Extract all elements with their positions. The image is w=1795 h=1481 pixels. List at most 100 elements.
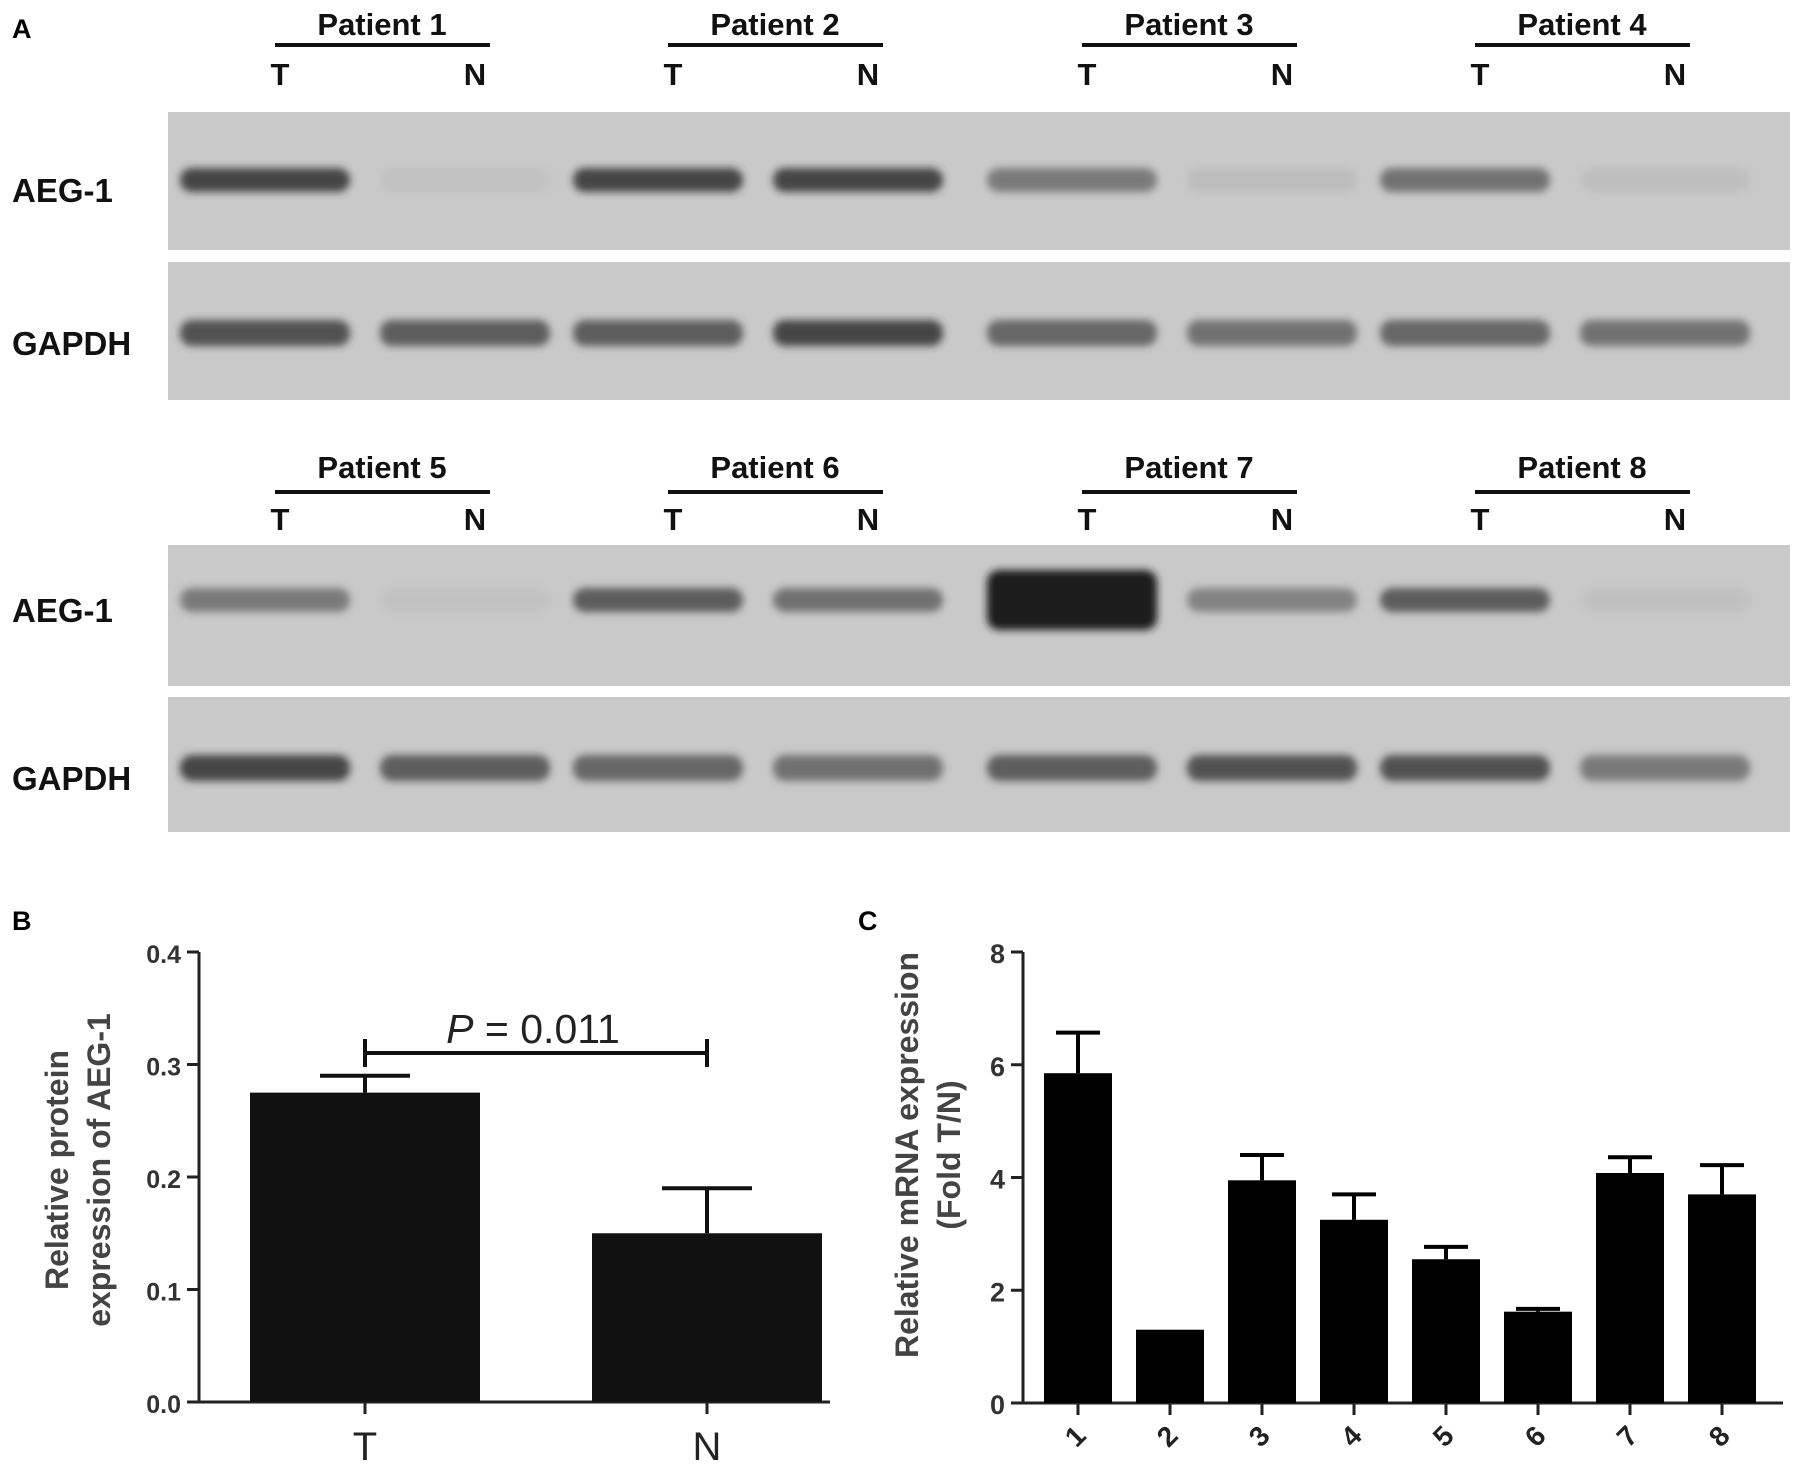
lane-label: T: [1471, 502, 1490, 537]
gapdh-band: [987, 755, 1157, 781]
patient-label: Patient 1: [317, 7, 446, 42]
mrna-expression-chart: Relative mRNA expression (Fold T/N) 0 2 4 6…: [889, 939, 1783, 1453]
y-tick-label: 0.1: [146, 1279, 181, 1307]
lane-label: T: [271, 502, 290, 537]
blot-strip-aeg-1: [168, 545, 1790, 686]
lane-label: T: [1078, 57, 1097, 92]
gapdh-band: [987, 320, 1157, 346]
gapdh-band: [773, 755, 943, 781]
bar-n: [592, 1233, 822, 1402]
gapdh-band: [573, 755, 743, 781]
aeg1-band: [1380, 588, 1550, 612]
aeg1-band: [987, 168, 1157, 192]
aeg1-band: [180, 588, 350, 612]
aeg1-band: [573, 168, 743, 192]
protein-chart-y-axis-label-line-1: Relative protein: [39, 1050, 75, 1290]
bar-6: [1504, 1311, 1572, 1403]
patient-label: Patient 7: [1124, 450, 1253, 485]
bar-t: [250, 1092, 480, 1402]
aeg1-band: [573, 588, 743, 612]
gapdh-band: [380, 320, 550, 346]
gapdh-band: [773, 320, 943, 346]
y-tick-label: 0.3: [146, 1054, 181, 1082]
protein-chart-y-axis-label-line-2: expression of AEG-1: [81, 1013, 117, 1327]
y-tick-label: 0.4: [146, 941, 181, 969]
gapdh-band: [1187, 320, 1357, 346]
lane-label: N: [857, 57, 879, 92]
gapdh-band: [380, 755, 550, 781]
aeg1-band: [1380, 168, 1550, 192]
bar-1: [1044, 1073, 1112, 1403]
blot-row-label: AEG-1: [12, 172, 113, 209]
y-tick-label: 8: [990, 939, 1005, 969]
patient-label: Patient 4: [1517, 7, 1647, 42]
lane-label: T: [664, 57, 683, 92]
lane-label: T: [664, 502, 683, 537]
panel-b-letter: B: [12, 906, 32, 936]
p-value-annotation: P = 0.011: [446, 1006, 620, 1052]
blot-row-label: AEG-1: [12, 592, 113, 629]
lane-label: N: [1271, 57, 1293, 92]
x-category-label: 8: [1703, 1420, 1736, 1453]
lane-label: N: [464, 502, 486, 537]
patient-label: Patient 6: [710, 450, 839, 485]
mrna-chart-y-axis-label-line-2: (Fold T/N): [931, 1080, 967, 1229]
y-tick-label: 0.2: [146, 1166, 181, 1194]
lane-label: T: [1078, 502, 1097, 537]
aeg1-band: [380, 168, 550, 192]
patient-label: Patient 2: [710, 7, 839, 42]
aeg1-band: [1580, 588, 1750, 612]
gapdh-band: [1380, 755, 1550, 781]
gapdh-band: [180, 755, 350, 781]
aeg1-band: [1187, 588, 1357, 612]
bar-7: [1596, 1172, 1664, 1403]
aeg1-band: [1580, 168, 1750, 192]
lane-label: T: [271, 57, 290, 92]
aeg1-band: [773, 588, 943, 612]
bar-4: [1320, 1219, 1388, 1403]
x-category-label: N: [693, 1425, 722, 1469]
protein-expression-chart: Relative protein expression of AEG-1 P =…: [39, 941, 830, 1469]
aeg1-band: [380, 588, 550, 612]
x-category-label: 4: [1335, 1420, 1368, 1453]
lane-label: N: [464, 57, 486, 92]
bar-8: [1688, 1194, 1756, 1403]
gapdh-band: [573, 320, 743, 346]
patient-label: Patient 3: [1124, 7, 1253, 42]
panel-a-letter: A: [12, 14, 32, 44]
y-tick-label: 0.0: [146, 1391, 181, 1419]
aeg1-band: [987, 570, 1157, 630]
patient-label: Patient 5: [317, 450, 446, 485]
mrna-chart-y-axis-label-line-1: Relative mRNA expression: [889, 952, 925, 1358]
aeg1-band: [1187, 168, 1357, 192]
gapdh-band: [1580, 755, 1750, 781]
gapdh-band: [1380, 320, 1550, 346]
x-category-label: 2: [1151, 1420, 1184, 1453]
x-category-label: 3: [1243, 1420, 1276, 1453]
patient-label: Patient 8: [1517, 450, 1646, 485]
y-tick-label: 4: [990, 1165, 1005, 1195]
bar-3: [1228, 1180, 1296, 1403]
aeg1-band: [180, 168, 350, 192]
x-category-label: 7: [1611, 1420, 1644, 1453]
blot-row-label: GAPDH: [12, 760, 131, 797]
bar-2: [1136, 1329, 1204, 1403]
x-category-label: 6: [1519, 1420, 1552, 1453]
western-blot-panel: AEG-1 GAPDH Patient 1 T N Patient 2 T N Patient …: [12, 7, 1790, 832]
x-category-label: 5: [1427, 1420, 1460, 1453]
p-value-text: = 0.011: [474, 1006, 620, 1052]
p-value-italic-symbol: P: [446, 1006, 474, 1052]
y-tick-label: 6: [990, 1052, 1005, 1082]
y-tick-label: 2: [990, 1277, 1005, 1307]
lane-label: N: [1664, 57, 1686, 92]
lane-label: N: [1664, 502, 1686, 537]
bar-5: [1412, 1259, 1480, 1403]
gapdh-band: [180, 320, 350, 346]
aeg1-band: [773, 168, 943, 192]
x-category-label: 1: [1059, 1420, 1092, 1453]
lane-label: T: [1471, 57, 1490, 92]
gapdh-band: [1187, 755, 1357, 781]
lane-label: N: [857, 502, 879, 537]
panel-c-letter: C: [858, 906, 878, 936]
blot-row-label: GAPDH: [12, 325, 131, 362]
